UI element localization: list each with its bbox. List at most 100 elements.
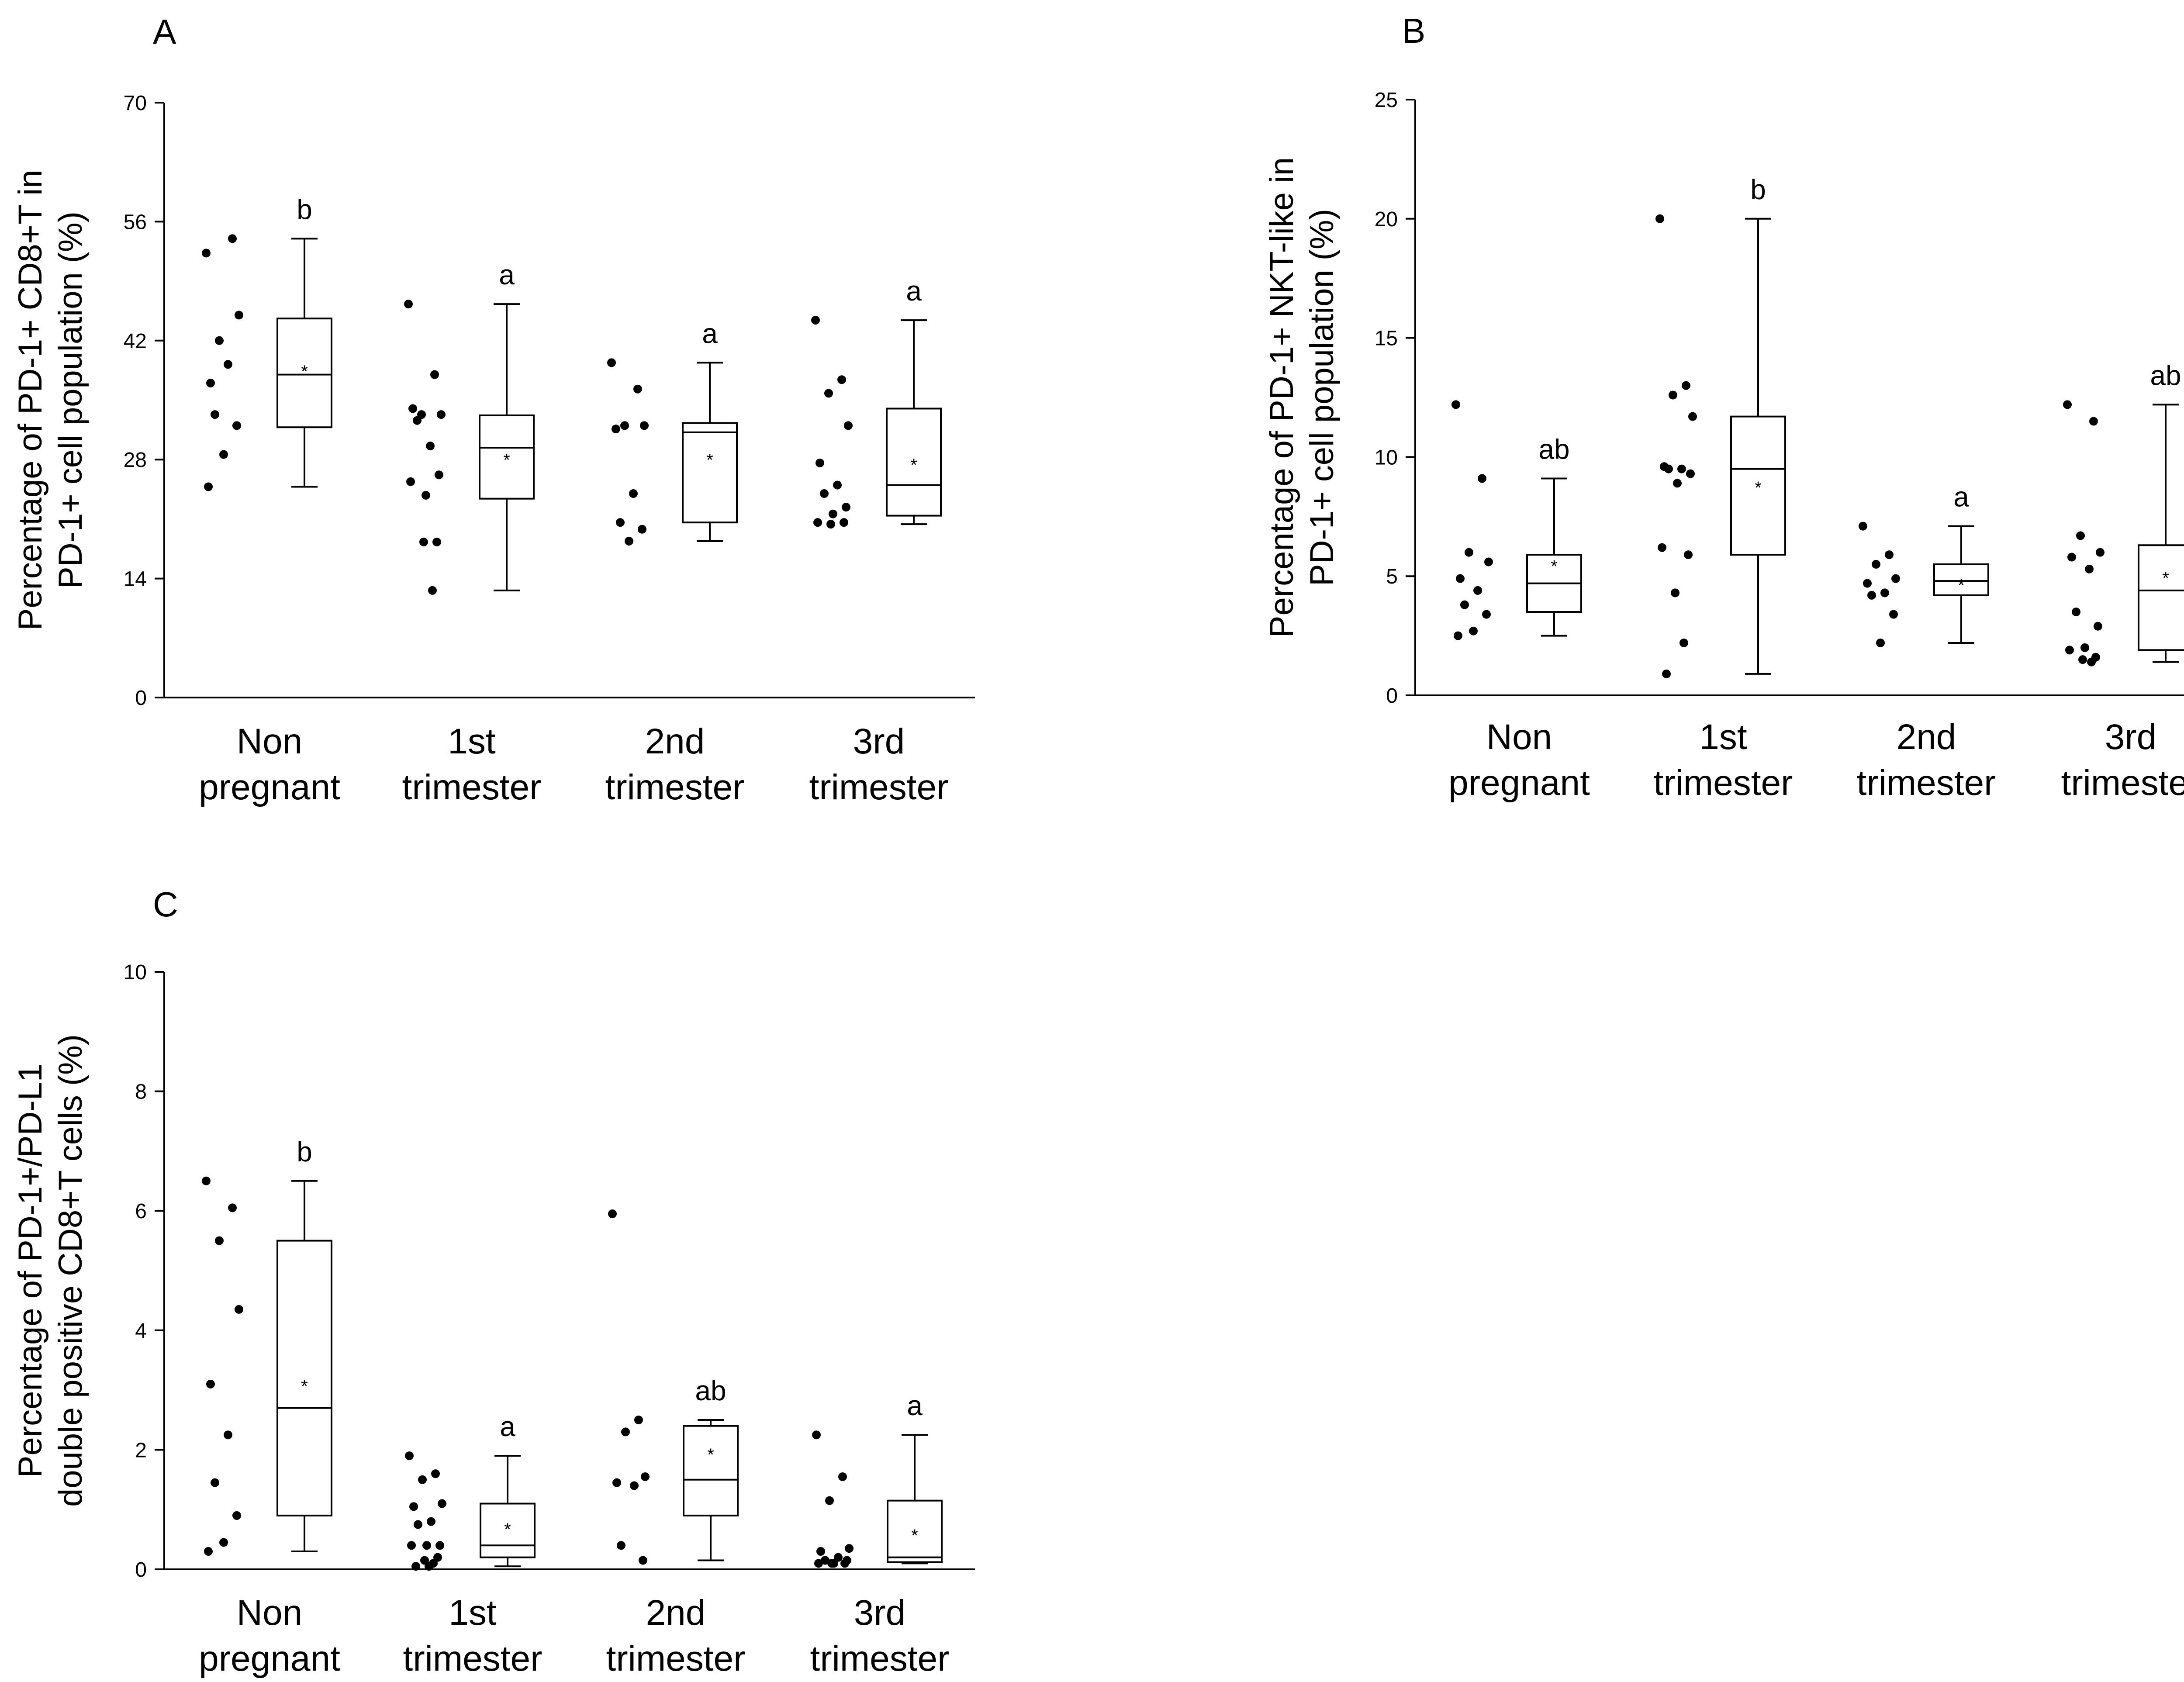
data-point — [405, 1451, 414, 1461]
series-2: *a — [607, 318, 738, 546]
category-label-line: 1st — [449, 1593, 497, 1633]
data-point — [816, 1547, 825, 1556]
data-point — [409, 1502, 418, 1511]
data-point — [432, 537, 441, 546]
data-point — [608, 1209, 617, 1219]
data-point — [2094, 622, 2102, 631]
data-point — [437, 410, 446, 419]
category-label-line: pregnant — [199, 1639, 340, 1679]
data-point — [1872, 560, 1880, 569]
y-axis-title-line: double positive CD8+T cells (%) — [52, 1034, 89, 1507]
data-point — [811, 316, 820, 325]
data-point — [2063, 400, 2072, 409]
iqr-box — [479, 414, 535, 500]
series-1: *a — [404, 259, 535, 595]
data-point — [1876, 638, 1885, 647]
data-point — [2085, 564, 2094, 573]
data-point — [428, 586, 437, 595]
data-point — [407, 1541, 416, 1550]
data-point — [2072, 608, 2080, 617]
category-label-line: 2nd — [1897, 717, 1956, 757]
category-label: Non pregnant — [199, 1593, 340, 1679]
data-point — [215, 1236, 224, 1245]
data-point — [1863, 579, 1872, 588]
data-point — [617, 1541, 625, 1550]
data-point — [834, 1553, 843, 1562]
data-point — [639, 1556, 647, 1565]
chart-panel-c: C 0 2 4 6 8 10 Percentage of PD-1+/PD-L1double … — [12, 885, 975, 1679]
series-1: *b — [1655, 174, 1786, 678]
data-point — [816, 458, 824, 467]
data-point — [425, 1562, 433, 1571]
data-point — [820, 489, 829, 498]
data-point — [633, 384, 642, 394]
data-point — [411, 1562, 420, 1571]
panel-letter: A — [153, 12, 176, 51]
significance-letter: a — [1953, 481, 1969, 513]
data-point — [630, 1481, 639, 1490]
y-tick-label: 0 — [135, 1558, 147, 1582]
data-point — [842, 503, 850, 512]
data-point — [813, 518, 822, 527]
significance-letter: a — [500, 1411, 515, 1442]
mean-marker: * — [1551, 557, 1558, 576]
category-label-line: trimester — [1654, 763, 1793, 803]
data-point — [1465, 548, 1473, 557]
mean-marker: * — [301, 362, 308, 381]
data-point — [1454, 631, 1462, 640]
chart-panel-b: B 0 5 10 15 20 25 Percentage of PD-1+ NKT-like … — [1263, 11, 2184, 803]
data-point — [641, 1472, 650, 1481]
data-point — [621, 1427, 630, 1437]
significance-letter: a — [906, 275, 922, 307]
category-label-line: 3rd — [854, 1593, 906, 1633]
y-tick-label: 20 — [1375, 208, 1398, 231]
category-label: 1st trimester — [403, 1593, 543, 1679]
iqr-box — [276, 318, 332, 428]
y-tick-label: 0 — [135, 687, 147, 710]
data-point — [2076, 531, 2085, 540]
category-label: 1st trimester — [1654, 717, 1793, 803]
data-point — [1669, 390, 1677, 400]
data-point — [404, 300, 413, 309]
data-point — [826, 520, 835, 529]
data-point — [1677, 464, 1686, 473]
data-point — [422, 1541, 431, 1550]
data-point — [430, 370, 439, 379]
category-label-line: trimester — [1857, 763, 1996, 803]
series-2: *a — [1859, 481, 1989, 647]
data-point — [206, 1379, 215, 1388]
data-point — [1859, 522, 1867, 531]
data-point — [812, 1430, 821, 1440]
data-point — [1679, 638, 1688, 647]
category-label-line: Non — [237, 1593, 302, 1633]
iqr-box — [683, 1425, 739, 1516]
panel-letter: C — [153, 885, 178, 924]
data-point — [211, 1478, 219, 1487]
mean-marker: * — [503, 450, 510, 470]
category-label-line: 1st — [448, 722, 496, 761]
data-point — [840, 1559, 849, 1568]
mean-marker: * — [1958, 576, 1965, 595]
category-label-line: 1st — [1699, 717, 1747, 757]
y-axis-title-line: Percentage of PD-1+ NKT-like in — [1263, 157, 1300, 638]
data-point — [435, 1541, 444, 1550]
y-tick-label: 8 — [135, 1081, 147, 1104]
significance-letter: a — [702, 318, 718, 349]
data-point — [840, 518, 848, 527]
y-axis-title-line: Percentage of PD-1+ CD8+T in — [12, 170, 49, 631]
data-point — [620, 421, 629, 430]
data-point — [427, 1517, 435, 1526]
data-point — [1460, 600, 1469, 609]
series-0: *b — [202, 193, 332, 491]
mean-marker: * — [911, 1526, 918, 1545]
category-label-line: trimester — [605, 767, 745, 807]
iqr-box — [887, 1499, 943, 1563]
data-point — [224, 1430, 232, 1440]
data-point — [629, 489, 638, 498]
category-label: 2nd trimester — [1857, 717, 1996, 803]
data-point — [1684, 550, 1693, 560]
data-point — [413, 416, 422, 425]
significance-letter: ab — [2150, 359, 2181, 391]
category-label: 3rd trimester — [2061, 717, 2184, 803]
